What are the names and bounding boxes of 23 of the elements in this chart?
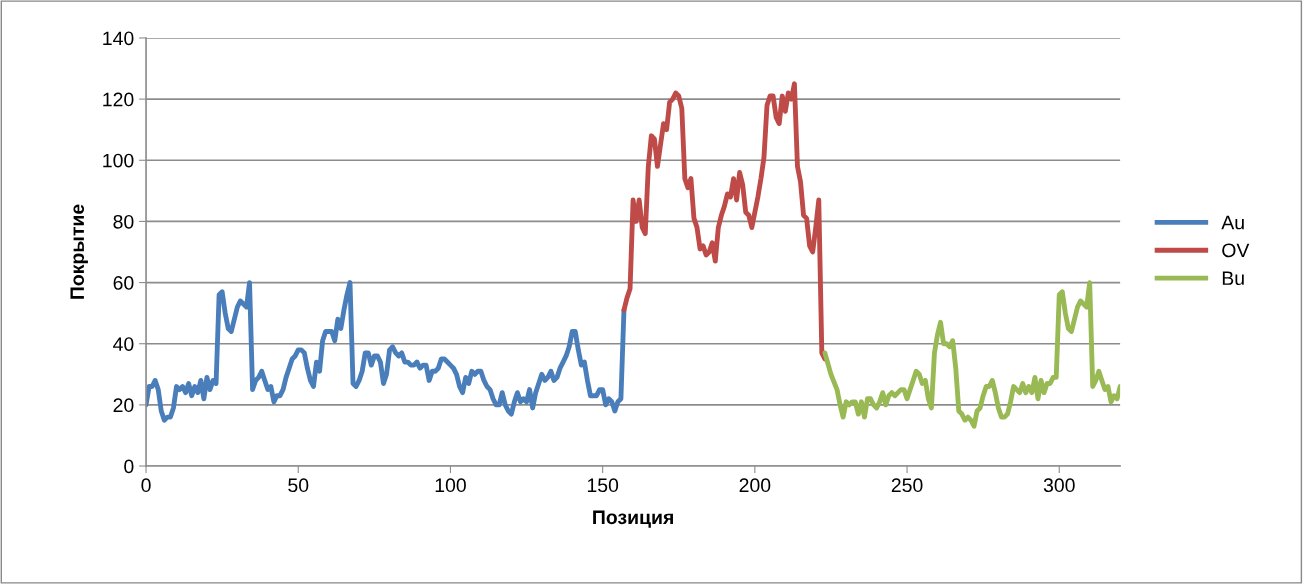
x-tick-label: 300	[1043, 478, 1075, 493]
line-series	[621, 81, 828, 362]
y-axis-title: Покрытие	[70, 204, 88, 299]
x-axis-title: Позиция	[593, 510, 673, 528]
x-tick-label: 150	[587, 478, 619, 493]
line-series	[146, 280, 627, 423]
y-tick-label: 100	[103, 153, 134, 168]
legend-label: Bu	[1222, 271, 1244, 286]
x-tick-label: 250	[891, 478, 923, 493]
y-tick-label: 0	[124, 459, 134, 474]
legend-label: Au	[1221, 215, 1244, 230]
legend-label: OV	[1222, 243, 1250, 258]
x-tick-label: 0	[141, 478, 151, 493]
y-tick-label: 40	[113, 337, 134, 351]
x-tick-label: 50	[288, 478, 309, 493]
y-tick-label: 80	[113, 214, 134, 229]
y-tick-label: 60	[113, 276, 134, 290]
x-tick-label: 100	[435, 478, 466, 493]
y-tick-label: 120	[103, 92, 134, 107]
y-tick-label: 140	[103, 31, 134, 46]
line-series	[822, 280, 1121, 429]
x-tick-label: 200	[739, 478, 771, 493]
y-tick-label: 20	[113, 398, 134, 413]
